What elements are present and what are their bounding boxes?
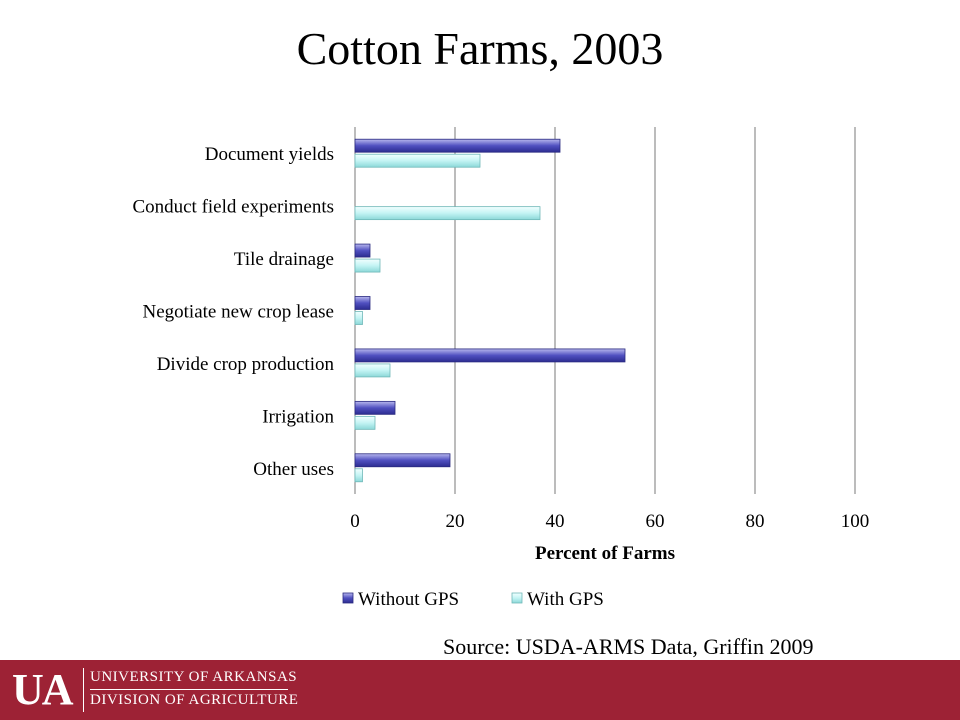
category-label: Other uses: [253, 459, 334, 480]
org-name-line1: UNIVERSITY OF ARKANSAS: [90, 669, 298, 685]
x-axis-label: Percent of Farms: [535, 543, 675, 564]
org-divider: [90, 689, 288, 690]
category-label: Tile drainage: [234, 249, 334, 270]
slide-title: Cotton Farms, 2003: [296, 23, 664, 74]
bar: [354, 243, 371, 258]
source-citation: Source: USDA-ARMS Data, Griffin 2009: [443, 634, 814, 659]
bar: [354, 153, 481, 168]
x-tick-label: 100: [841, 511, 870, 532]
logo-divider: [83, 668, 84, 712]
bar: [354, 415, 376, 430]
legend-swatch: [342, 592, 354, 604]
category-label: Document yields: [205, 144, 334, 165]
x-tick-label: 0: [350, 511, 360, 532]
bar: [354, 348, 626, 363]
bar: [354, 363, 391, 378]
bar: [354, 296, 371, 310]
bar: [354, 468, 363, 483]
bar: [354, 206, 541, 221]
bar: [354, 453, 451, 468]
x-tick-label: 40: [546, 511, 565, 532]
bar: [354, 258, 381, 273]
bar-chart: Document yields Conduct field experiments…: [132, 127, 870, 610]
org-name-line2: DIVISION OF AGRICULTURE: [90, 692, 299, 708]
legend-swatch: [511, 592, 523, 604]
legend-label: Without GPS: [358, 589, 459, 610]
x-tick-label: 20: [446, 511, 465, 532]
category-label: Conduct field experiments: [132, 197, 334, 218]
category-label: Divide crop production: [157, 354, 335, 375]
x-tick-label: 80: [746, 511, 765, 532]
university-logo: UA: [12, 665, 74, 714]
legend-label: With GPS: [527, 589, 604, 610]
bar: [354, 400, 396, 415]
bar: [354, 138, 561, 153]
category-label: Irrigation: [262, 406, 334, 427]
footer-bar: UA UNIVERSITY OF ARKANSAS DIVISION OF AG…: [0, 660, 960, 720]
bar: [354, 311, 363, 325]
category-label: Negotiate new crop lease: [143, 302, 335, 323]
x-tick-label: 60: [646, 511, 665, 532]
